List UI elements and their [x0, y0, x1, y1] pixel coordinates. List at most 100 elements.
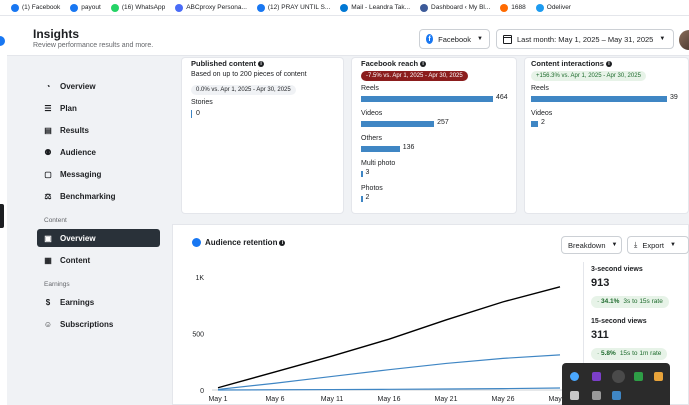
info-icon[interactable]: i	[279, 239, 286, 246]
metric-bar[interactable]	[361, 171, 363, 177]
dollar-icon: $	[45, 297, 51, 307]
divider	[583, 262, 584, 405]
published-title-text: Published content	[191, 59, 257, 68]
sidebar-item-benchmarking[interactable]: ⚖ Benchmarking	[37, 187, 160, 205]
bookmark-item[interactable]: (12) PRAY UNTIL S...	[252, 0, 335, 15]
tray-app-icon[interactable]	[570, 372, 579, 381]
interactions-change-badge: +156.3% vs. Apr 1, 2025 - Apr 30, 2025	[531, 71, 646, 81]
bookmark-item[interactable]: 1688	[495, 0, 530, 15]
bookmark-label: Mail - Leandra Tak...	[351, 4, 411, 11]
bookmark-item[interactable]: Dashboard ‹ My Bl...	[415, 0, 495, 15]
tray-window-icon[interactable]	[570, 391, 579, 400]
trend-icon: ·	[597, 350, 600, 357]
sidebar-item-label: Content	[60, 255, 91, 265]
series-line-1[interactable]	[217, 354, 561, 391]
facebook-logo-icon[interactable]	[0, 36, 5, 46]
sidebar-item-results[interactable]: ▤ Results	[37, 121, 160, 139]
page-header: Insights Review performance results and …	[7, 16, 689, 56]
tray-security-icon[interactable]	[612, 391, 621, 400]
bookmark-item[interactable]: Mail - Leandra Tak...	[335, 0, 415, 15]
date-range-label: Last month: May 1, 2025 – May 31, 2025	[517, 34, 654, 44]
sidebar-item-label: Audience	[60, 147, 97, 157]
metric-row-label: Videos	[361, 110, 383, 117]
bookmark-favicon-icon	[420, 3, 429, 12]
info-icon[interactable]: i	[605, 61, 612, 67]
bookmark-favicon-icon	[110, 3, 119, 12]
bookmark-item[interactable]: ABCproxy Persona...	[170, 0, 252, 15]
x-tick-label: May 11	[321, 396, 344, 403]
reach-title: Facebook reach i	[361, 59, 427, 68]
metric-bar[interactable]	[361, 96, 493, 102]
breakdown-dropdown[interactable]: Breakdown ▼	[561, 236, 622, 254]
sidebar-item-plan[interactable]: ☰ Plan	[37, 99, 160, 117]
sidebar-item-earnings[interactable]: $ Earnings	[37, 293, 160, 311]
published-content-card: Published content i Based on up to 200 pi…	[181, 57, 344, 214]
chevron-down-icon: ▼	[659, 36, 666, 42]
tray-photos-icon[interactable]	[654, 372, 663, 381]
rate-value-15s: 5.8%	[600, 350, 616, 357]
interactions-title: Content interactions i	[531, 59, 612, 68]
subscriber-icon: ☺	[43, 319, 53, 329]
platform-dropdown[interactable]: f Facebook ▼	[419, 29, 490, 49]
sidebar-item-subscriptions[interactable]: ☺ Subscriptions	[37, 315, 160, 333]
series-line-0[interactable]	[217, 286, 561, 389]
bookmark-favicon-icon	[535, 3, 544, 12]
metric-bar[interactable]	[531, 96, 667, 102]
retention-title: Audience retention i	[192, 238, 286, 247]
sidebar-item-content[interactable]: ▦ Content	[37, 251, 160, 269]
y-tick-label: 500	[192, 332, 204, 339]
info-icon[interactable]: i	[420, 61, 427, 67]
info-icon[interactable]: i	[258, 61, 265, 67]
tray-network-icon[interactable]	[592, 391, 601, 400]
reach-change-badge: -7.5% vs. Apr 1, 2025 - Apr 30, 2025	[361, 71, 468, 81]
published-note: Based on up to 200 pieces of content	[191, 71, 307, 78]
sidebar-item-overview[interactable]: ◔ Overview	[37, 77, 160, 95]
published-title: Published content i	[191, 59, 265, 68]
pen-icon[interactable]	[612, 370, 625, 383]
metric-bar-value: 136	[402, 144, 415, 151]
metric-row-label: Others	[361, 135, 383, 142]
interactions-title-text: Content interactions	[531, 59, 604, 68]
onenote-icon[interactable]	[592, 372, 601, 381]
metric-row-label: Reels	[531, 85, 549, 92]
x-tick-label: May 21	[435, 396, 458, 403]
tray-colorful-icon[interactable]	[634, 372, 643, 381]
page-title: Insights	[33, 27, 80, 41]
date-range-picker[interactable]: Last month: May 1, 2025 – May 31, 2025 ▼	[496, 29, 674, 49]
rate-value-3s: 34.1%	[600, 298, 620, 305]
facebook-reach-card: Facebook reach i -7.5% vs. Apr 1, 2025 - …	[351, 57, 517, 214]
stat-value-15s: 311	[591, 329, 609, 341]
series-line-2[interactable]	[217, 387, 561, 391]
bookmark-item[interactable]: Odeliver	[531, 0, 576, 15]
avatar[interactable]	[679, 30, 689, 50]
metric-bar[interactable]	[361, 146, 400, 152]
reach-title-text: Facebook reach	[361, 59, 419, 68]
system-tray-popup	[562, 363, 670, 405]
section-label-earnings: Earnings	[44, 281, 70, 288]
export-button[interactable]: ⤓ Export ▼	[627, 236, 689, 254]
metric-bar-value: 3	[365, 169, 370, 176]
export-label: Export	[642, 240, 665, 250]
metric-bar[interactable]	[361, 121, 435, 127]
metric-bar[interactable]	[531, 121, 538, 127]
bookmark-item[interactable]: payout	[65, 0, 106, 15]
metric-bar-value: 2	[365, 194, 370, 201]
metric-row-label: Multi photo	[361, 160, 396, 167]
bookmark-item[interactable]: (1) Facebook	[6, 0, 65, 15]
sidebar-item-messaging[interactable]: ▢ Messaging	[37, 165, 160, 183]
facebook-icon: f	[426, 34, 434, 44]
bookmark-favicon-icon	[70, 3, 79, 12]
content-overview-icon: ▣	[44, 233, 52, 243]
bookmark-favicon-icon	[340, 3, 349, 12]
metric-bar[interactable]	[361, 196, 363, 202]
x-tick-label: May 1	[208, 396, 227, 403]
chevron-down-icon: ▼	[477, 36, 483, 42]
sidebar-item-audience[interactable]: ⚉ Audience	[37, 143, 160, 161]
sidebar-item-label: Plan	[60, 103, 77, 113]
side-handle[interactable]	[0, 204, 4, 228]
bookmark-item[interactable]: (16) WhatsApp	[106, 0, 170, 15]
gauge-icon: ◔	[45, 81, 51, 91]
sidebar-item-overview[interactable]: ▣ Overview	[37, 229, 160, 247]
bookmark-label: Dashboard ‹ My Bl...	[431, 4, 491, 11]
stat-value-3s: 913	[591, 277, 610, 289]
